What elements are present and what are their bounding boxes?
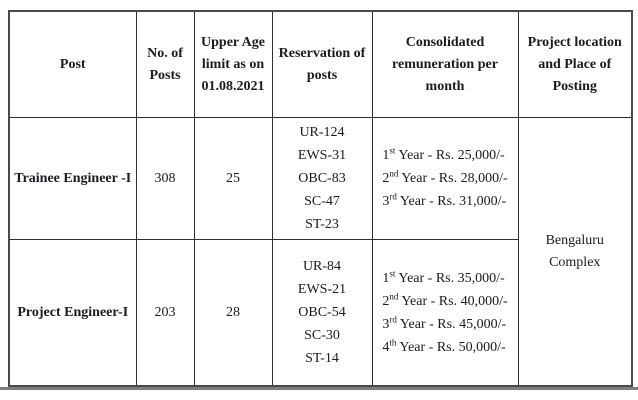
reservation-cell: UR-124 EWS-31 OBC-83 SC-47 ST-23 xyxy=(271,117,373,240)
ordinal-superscript: st xyxy=(389,145,396,156)
reservation-line: UR-124 xyxy=(299,125,345,140)
header-location: Project location and Place of Posting xyxy=(517,10,633,118)
header-remuneration: Consolidated remuneration per month xyxy=(371,10,519,118)
reservation-line: OBC-54 xyxy=(298,305,346,320)
reservation-line: ST-14 xyxy=(305,351,339,366)
ordinal-superscript: st xyxy=(389,267,396,278)
remuneration-line: 1st Year - Rs. 25,000/- xyxy=(382,145,505,163)
recruitment-table: Post No. of Posts Upper Age limit as on … xyxy=(8,10,633,387)
reservation-cell: UR-84 EWS-21 OBC-54 SC-30 ST-14 xyxy=(271,239,373,387)
ordinal-superscript: nd xyxy=(389,168,399,179)
remuneration-line: 3rd Year - Rs. 31,000/- xyxy=(382,191,507,209)
post-cell: Trainee Engineer -I xyxy=(8,117,137,240)
reservation-line: UR-84 xyxy=(302,259,342,274)
header-post: Post xyxy=(8,10,137,118)
no-of-posts-cell: 203 xyxy=(135,239,195,387)
reservation-line: SC-47 xyxy=(304,194,340,209)
remuneration-cell: 1st Year - Rs. 25,000/- 2nd Year - Rs. 2… xyxy=(371,117,519,240)
reservation-line: SC-30 xyxy=(304,328,340,343)
table-row-trainee-engineer: Trainee Engineer -I 308 25 UR-124 EWS-31… xyxy=(8,117,633,387)
no-of-posts-cell: 308 xyxy=(135,117,195,240)
remuneration-line: 3rd Year - Rs. 45,000/- xyxy=(382,313,507,332)
remuneration-line: 2nd Year - Rs. 40,000/- xyxy=(382,290,508,309)
remuneration-line: 2nd Year - Rs. 28,000/- xyxy=(382,168,508,186)
header-no-of-posts: No. of Posts xyxy=(135,10,195,118)
upper-age-cell: 28 xyxy=(193,239,273,387)
location-cell: Bengaluru Complex xyxy=(517,117,633,387)
ordinal-superscript: th xyxy=(389,336,397,347)
upper-age-cell: 25 xyxy=(193,117,273,240)
reservation-line: EWS-21 xyxy=(297,282,347,297)
remuneration-line: 1st Year - Rs. 35,000/- xyxy=(382,267,505,286)
remuneration-line: 4th Year - Rs. 50,000/- xyxy=(382,336,506,355)
page-bottom-divider xyxy=(0,387,638,390)
ordinal-superscript: rd xyxy=(389,313,397,324)
table-row-project-engineer: Project Engineer-I 203 28 UR-84 EWS-21 O… xyxy=(8,239,632,387)
remuneration-list: 1st Year - Rs. 25,000/- 2nd Year - Rs. 2… xyxy=(382,144,507,213)
reservation-line: OBC-83 xyxy=(298,171,346,186)
header-row: Post No. of Posts Upper Age limit as on … xyxy=(8,10,633,118)
reservation-line: EWS-31 xyxy=(297,148,347,163)
reservation-line: ST-23 xyxy=(305,217,339,232)
remuneration-list: 1st Year - Rs. 35,000/- 2nd Year - Rs. 4… xyxy=(382,267,507,359)
header-reservation: Reservation of posts xyxy=(271,10,373,118)
header-upper-age-limit: Upper Age limit as on 01.08.2021 xyxy=(193,10,273,118)
remuneration-cell: 1st Year - Rs. 35,000/- 2nd Year - Rs. 4… xyxy=(371,239,519,387)
ordinal-superscript: nd xyxy=(389,290,399,301)
post-cell: Project Engineer-I xyxy=(8,239,137,387)
ordinal-superscript: rd xyxy=(389,191,397,202)
